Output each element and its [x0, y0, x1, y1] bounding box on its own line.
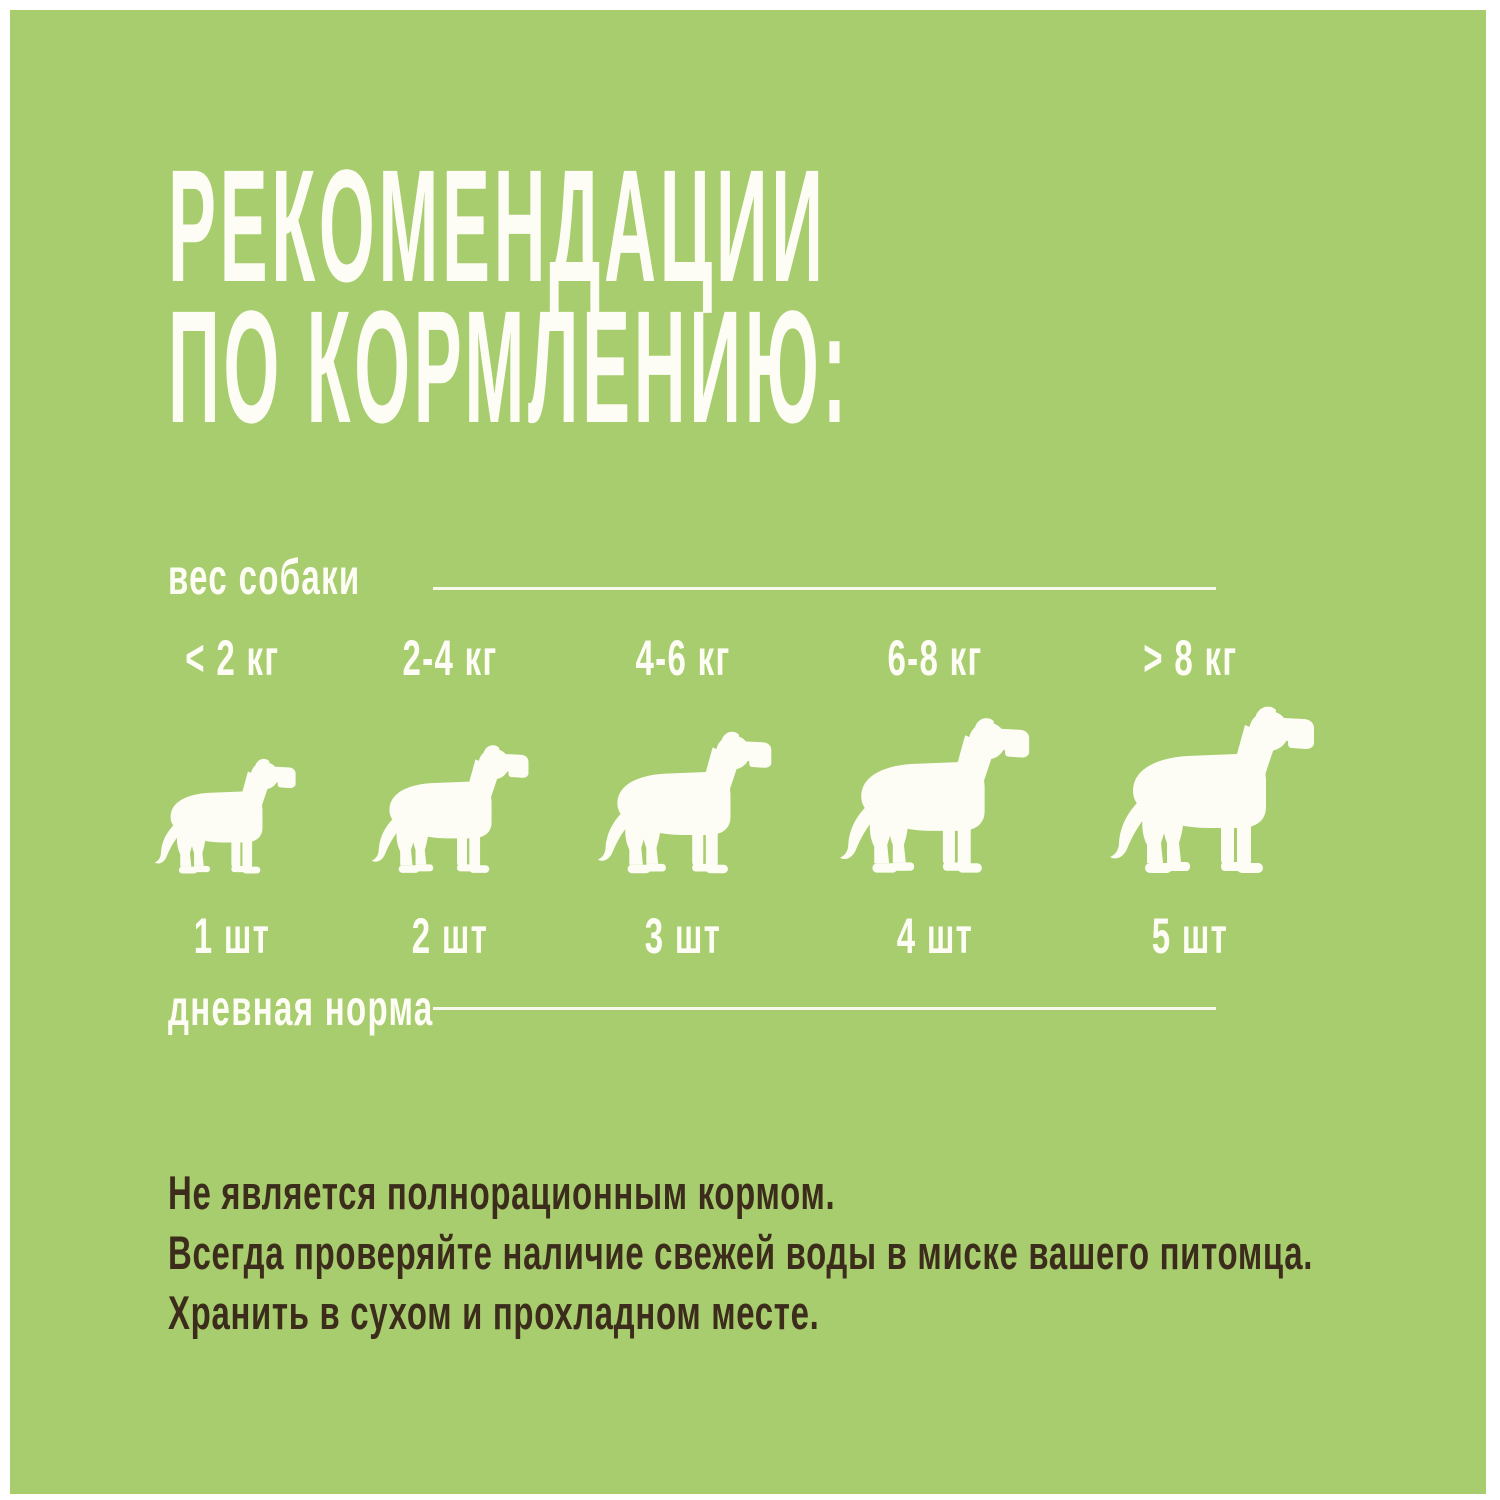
dog-silhouette-icon-s	[371, 741, 530, 879]
portion-label-col3: 3 шт	[644, 908, 722, 964]
note-not-complete-food: Не является полнорационным кормом.	[168, 1166, 836, 1219]
page-title-text1: РЕКОМЕНДАЦИИ	[168, 136, 827, 315]
note-fresh-water: Всегда проверяйте наличие свежей воды в …	[168, 1226, 1314, 1279]
daily-portion-axis-label: дневная норма	[168, 980, 434, 1036]
portion-label-col4: 4 шт	[896, 908, 974, 964]
weight-label-col1: < 2 кг	[184, 630, 280, 686]
dog-silhouette-icon-m	[597, 727, 773, 880]
page-title-line1: РЕКОМЕНДАЦИИ	[168, 143, 1500, 308]
footer-notes: Не является полнорационным кормом. Всегд…	[168, 1163, 1500, 1343]
weight-label-col3: 4-6 кг	[635, 630, 731, 686]
dog-silhouette-icon-xl	[1109, 701, 1316, 881]
portion-label-col5: 5 шт	[1151, 908, 1229, 964]
weight-label-col4: 6-8 кг	[887, 630, 983, 686]
page-title-line2: ПО КОРМЛЕНИЮ:	[168, 284, 1500, 449]
portion-label-col2: 2 шт	[411, 908, 489, 964]
note-storage: Хранить в сухом и прохладном месте.	[168, 1286, 820, 1339]
weight-label-col5: > 8 кг	[1142, 630, 1238, 686]
weight-label-col2: 2-4 кг	[402, 630, 498, 686]
top-divider-line	[433, 587, 1216, 590]
dog-silhouette-icon-l	[839, 713, 1031, 880]
dog-silhouette-icon-xs	[154, 755, 297, 879]
portion-label-col1: 1 шт	[193, 908, 271, 964]
page-title-text2: ПО КОРМЛЕНИЮ:	[168, 277, 851, 456]
bottom-divider-line	[433, 1007, 1216, 1010]
dog-weight-axis-label: вес собаки	[168, 549, 361, 605]
